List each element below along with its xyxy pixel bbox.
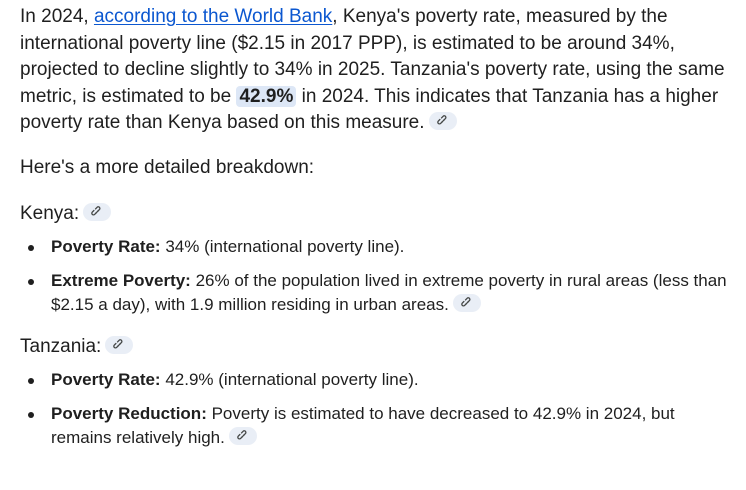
citation-chip[interactable]: [428, 112, 457, 130]
response-body: In 2024, according to the World Bank, Ke…: [20, 4, 736, 450]
bullet-icon: [28, 245, 34, 251]
intro-text-1: In 2024,: [20, 6, 94, 27]
citation-chip[interactable]: [452, 294, 481, 312]
bullet-icon: [28, 378, 34, 384]
intro-paragraph: In 2024, according to the World Bank, Ke…: [20, 4, 736, 137]
item-text: 34% (international poverty line).: [160, 237, 405, 256]
kenya-heading: Kenya:: [20, 203, 80, 224]
link-icon: [436, 115, 447, 125]
list-item: Poverty Rate: 34% (international poverty…: [20, 235, 736, 259]
highlighted-value[interactable]: 42.9%: [236, 85, 297, 107]
list-item: Poverty Reduction: Poverty is estimated …: [20, 402, 736, 450]
item-label: Poverty Reduction:: [51, 404, 207, 423]
citation-chip[interactable]: [228, 427, 257, 445]
link-icon: [237, 430, 247, 440]
citation-chip[interactable]: [83, 203, 112, 221]
item-label: Poverty Rate:: [51, 237, 161, 256]
link-icon: [91, 206, 101, 216]
list-item: Poverty Rate: 42.9% (international pover…: [20, 368, 736, 392]
world-bank-link[interactable]: according to the World Bank: [93, 6, 333, 27]
item-text: 26% of the population lived in extreme p…: [51, 271, 727, 314]
kenya-section: Kenya: Poverty Rate: 34% (international …: [20, 201, 736, 317]
citation-chip[interactable]: [105, 336, 134, 354]
section-heading: Kenya:: [20, 201, 736, 227]
bullet-icon: [28, 279, 34, 285]
intro-text-3: in 2024. This indicates that Tanzania ha…: [20, 85, 719, 134]
tanzania-list: Poverty Rate: 42.9% (international pover…: [20, 368, 736, 450]
tanzania-section: Tanzania: Poverty Rate: 42.9% (internati…: [20, 334, 736, 450]
item-text: Poverty is estimated to have decreased t…: [51, 404, 675, 447]
breakdown-intro: Here's a more detailed breakdown:: [20, 156, 315, 178]
list-item: Extreme Poverty: 26% of the population l…: [20, 269, 736, 317]
section-heading: Tanzania:: [20, 334, 736, 360]
link-icon: [113, 339, 123, 349]
link-icon: [461, 297, 471, 307]
tanzania-heading: Tanzania:: [20, 336, 102, 357]
item-label: Poverty Rate:: [51, 370, 161, 389]
bullet-icon: [28, 412, 34, 418]
intro-text-2: , Kenya's poverty rate, measured by the …: [20, 6, 725, 107]
kenya-list: Poverty Rate: 34% (international poverty…: [20, 235, 736, 317]
item-text: 42.9% (international poverty line).: [160, 370, 419, 389]
item-label: Extreme Poverty:: [51, 271, 191, 290]
